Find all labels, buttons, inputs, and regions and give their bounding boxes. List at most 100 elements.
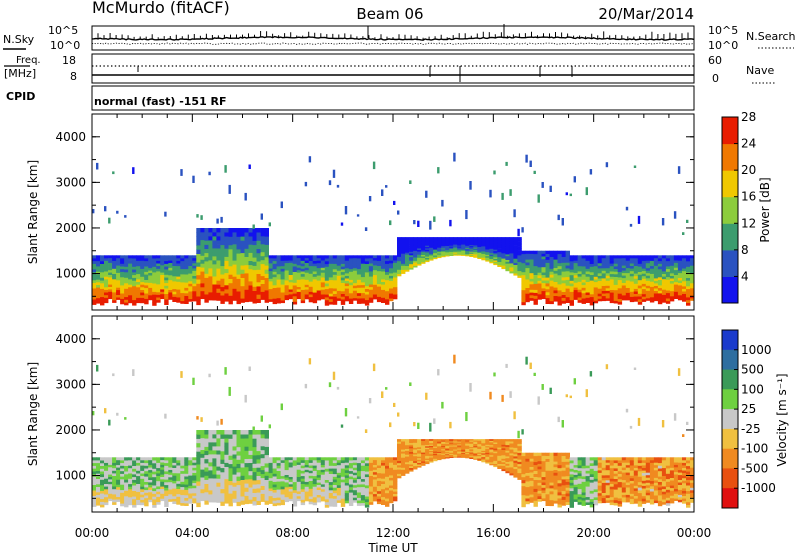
power-cell	[505, 242, 510, 245]
velocity-cell	[505, 455, 510, 459]
power-cell	[196, 300, 201, 306]
power-cell	[136, 263, 141, 267]
velocity-cell	[332, 490, 338, 494]
power-cell	[276, 300, 281, 304]
velocity-cell	[517, 445, 522, 449]
velocity-cell	[296, 483, 302, 487]
velocity-cell	[140, 481, 145, 485]
power-cell	[256, 273, 261, 279]
power-cell	[144, 282, 149, 286]
power-cell	[176, 297, 181, 301]
power-cell	[393, 200, 396, 205]
power-cell	[525, 267, 530, 271]
power-cell	[160, 272, 165, 275]
velocity-cell	[413, 464, 418, 467]
power-cell	[497, 246, 502, 249]
velocity-cell	[216, 462, 221, 467]
velocity-cell	[509, 461, 514, 464]
velocity-cell	[393, 496, 398, 499]
power-cell	[665, 295, 671, 299]
power-cell	[108, 272, 113, 275]
power-cell	[352, 267, 358, 271]
power-cell	[196, 266, 201, 271]
power-cell	[344, 262, 350, 266]
velocity-cell	[368, 480, 374, 484]
velocity-cell	[128, 494, 133, 498]
power-cell	[296, 281, 302, 285]
power-cell	[368, 276, 374, 280]
power-cell	[633, 291, 639, 294]
velocity-cell	[465, 455, 470, 458]
velocity-cell	[184, 478, 189, 482]
velocity-cell	[316, 474, 322, 478]
power-cell	[501, 245, 506, 248]
power-cell	[340, 274, 346, 278]
velocity-cell	[180, 460, 185, 464]
velocity-cell	[441, 441, 446, 443]
power-cell	[320, 267, 326, 271]
power-cell	[577, 278, 582, 282]
power-cell	[240, 261, 245, 266]
velocity-cell	[348, 457, 354, 461]
power-cell	[505, 255, 510, 259]
power-cell	[152, 260, 157, 265]
power-cell	[252, 261, 257, 266]
velocity-cell	[104, 473, 109, 477]
velocity-cell	[352, 472, 358, 476]
velocity-cell	[96, 457, 101, 461]
power-cell	[348, 292, 354, 296]
power-cell	[645, 285, 651, 289]
velocity-cell	[232, 458, 237, 463]
velocity-cell	[385, 492, 390, 496]
power-cell	[569, 299, 574, 303]
power-cell	[381, 189, 384, 196]
power-cell	[280, 263, 285, 267]
power-cell	[421, 247, 426, 250]
power-cell	[272, 276, 277, 280]
power-cell	[577, 289, 582, 293]
power-cell	[497, 243, 502, 246]
velocity-cell	[176, 493, 181, 497]
power-cell	[100, 274, 105, 278]
velocity-cell	[92, 484, 97, 488]
power-cell	[429, 256, 434, 258]
power-cell	[501, 256, 506, 259]
power-cell	[682, 263, 687, 266]
power-cell	[172, 288, 177, 292]
power-cell	[372, 291, 378, 295]
power-cell	[661, 297, 667, 301]
power-cell	[457, 243, 462, 245]
power-cell	[413, 250, 418, 253]
power-cell	[625, 275, 631, 278]
velocity-cell	[425, 439, 430, 441]
velocity-cell	[417, 443, 422, 446]
power-cell	[124, 277, 129, 281]
velocity-cell	[92, 492, 97, 496]
power-cell	[108, 289, 113, 292]
power-cell	[184, 290, 189, 294]
power-cell	[381, 294, 386, 298]
power-cell	[581, 258, 586, 262]
power-cell	[405, 267, 410, 270]
velocity-cell	[216, 494, 221, 499]
power-cell	[437, 256, 442, 259]
velocity-cell	[160, 491, 165, 494]
velocity-cell	[489, 440, 494, 443]
power-cell	[469, 255, 474, 257]
velocity-cell	[108, 493, 113, 497]
power-cell	[176, 291, 181, 295]
power-cell	[252, 253, 257, 258]
power-cell	[352, 265, 358, 269]
power-cell	[533, 262, 538, 267]
velocity-cell	[188, 500, 193, 504]
velocity-cell	[116, 479, 121, 483]
power-cell	[156, 299, 161, 303]
power-cell	[372, 262, 378, 266]
power-cell	[569, 291, 574, 295]
velocity-cell	[216, 430, 221, 435]
velocity-cell	[232, 490, 237, 495]
velocity-cell	[284, 469, 289, 473]
velocity-cell	[529, 477, 534, 481]
velocity-cell	[328, 492, 334, 496]
velocity-cell	[501, 467, 506, 470]
